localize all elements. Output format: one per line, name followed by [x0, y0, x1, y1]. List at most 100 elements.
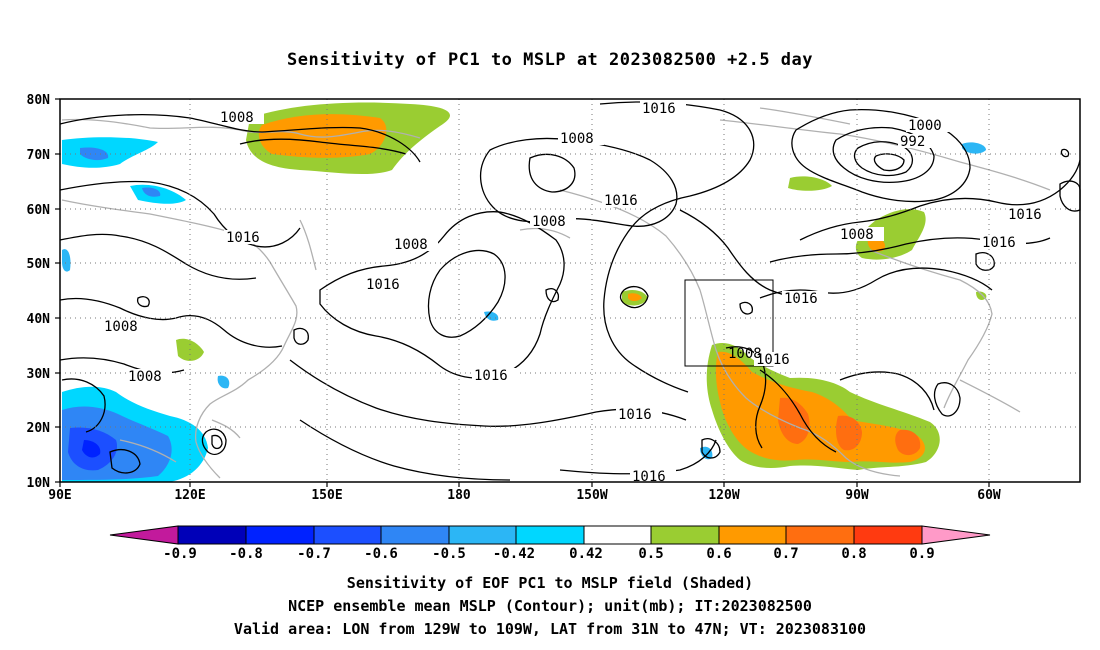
contour-line	[725, 346, 767, 449]
colorbar-label: 0.7	[773, 546, 798, 562]
colorbar-swatch	[515, 525, 585, 545]
contour-label: 1016	[632, 469, 666, 485]
contour-label: 1016	[784, 291, 818, 307]
colorbar-label: 0.42	[569, 546, 603, 562]
contour-line	[799, 159, 1081, 241]
plot-frame	[59, 98, 1081, 483]
coastline	[559, 189, 901, 477]
contour-line	[599, 101, 755, 393]
contour-label: 1016	[226, 230, 260, 246]
contour-line	[319, 211, 565, 379]
colorbar-swatch	[177, 525, 247, 545]
lon-label: 150W	[576, 488, 607, 503]
lat-label: 70N	[27, 148, 51, 163]
coastline	[759, 107, 851, 125]
contour-label: 1008	[220, 110, 254, 126]
longitude-labels: 90E 120E 150E 180 150W 120W 90W 60W	[48, 488, 1001, 503]
contour-label: 1008	[104, 319, 138, 335]
colorbar-high-triangle	[921, 525, 991, 545]
caption-contour: NCEP ensemble mean MSLP (Contour); unit(…	[288, 597, 812, 615]
contour-line	[59, 114, 421, 163]
lon-label: 150E	[311, 488, 342, 503]
contour-line	[1060, 148, 1070, 158]
shade-positive	[628, 293, 642, 301]
contour-line	[975, 252, 995, 271]
contour-line	[59, 297, 283, 348]
contour-line	[201, 428, 227, 455]
contour-line	[791, 108, 971, 203]
colorbar-labels: -0.9 -0.8 -0.7 -0.6 -0.5 -0.42 0.42 0.5 …	[163, 546, 935, 562]
shade-negative	[62, 137, 158, 168]
contour-line	[933, 382, 961, 417]
contour-label: 1008	[532, 214, 566, 230]
contour-line	[528, 153, 576, 193]
lon-label: 60W	[977, 488, 1001, 503]
contour-line	[61, 378, 106, 433]
shade-negative	[962, 142, 986, 154]
contour-line	[759, 369, 837, 453]
contour-line	[759, 267, 993, 299]
contour-label: 992	[900, 134, 925, 150]
contour-line	[299, 419, 511, 481]
colorbar-swatch	[448, 525, 517, 545]
contour-label: 1008	[394, 237, 428, 253]
colorbar-swatch	[718, 525, 787, 545]
axis-ticks	[55, 98, 990, 487]
colorbar	[109, 525, 991, 545]
colorbar-label: -0.5	[432, 546, 466, 562]
lat-label: 20N	[27, 421, 51, 436]
plot-title: Sensitivity of PC1 to MSLP at 2023082500…	[286, 50, 813, 70]
colorbar-label: 0.9	[909, 546, 934, 562]
contour-line	[619, 285, 649, 309]
colorbar-swatch	[650, 525, 720, 545]
colorbar-swatch	[245, 525, 315, 545]
contour-line	[109, 449, 141, 474]
contour-line	[59, 233, 257, 280]
shade-positive	[788, 176, 832, 191]
coastline	[119, 439, 177, 463]
pressure-contours	[59, 101, 1081, 481]
shade-positive	[895, 429, 921, 456]
colorbar-label: -0.42	[493, 546, 535, 562]
colorbar-swatch	[380, 525, 450, 545]
colorbar-label: 0.8	[841, 546, 866, 562]
contour-label: 1016	[618, 407, 652, 423]
contour-label: 1016	[756, 352, 790, 368]
contour-label: 1008	[728, 346, 762, 362]
coastline	[959, 379, 1021, 413]
lat-label: 60N	[27, 203, 51, 218]
lon-label: 90E	[48, 488, 71, 503]
contour-line	[873, 153, 905, 172]
coastline	[299, 219, 317, 271]
coastline	[719, 119, 1051, 191]
contour-line	[59, 180, 301, 248]
contour-line	[739, 301, 753, 315]
lat-label: 40N	[27, 312, 51, 327]
shade-negative	[82, 440, 101, 458]
contour-line	[853, 141, 913, 177]
shade-positive	[976, 291, 987, 300]
lon-label: 120W	[708, 488, 739, 503]
lon-label: 90W	[845, 488, 869, 503]
gridlines	[60, 99, 1080, 482]
colorbar-swatch	[853, 525, 923, 545]
colorbar-label: -0.9	[163, 546, 197, 562]
contour-label: 1000	[908, 118, 942, 134]
lon-label: 180	[447, 488, 471, 503]
lat-label: 50N	[27, 257, 51, 272]
lat-label: 30N	[27, 367, 51, 382]
contour-label: 1016	[474, 368, 508, 384]
contour-line	[211, 434, 223, 450]
shade-positive	[836, 415, 862, 451]
contour-label: 1016	[604, 193, 638, 209]
lon-label: 120E	[174, 488, 205, 503]
lat-label: 10N	[27, 476, 51, 491]
shade-negative	[142, 187, 161, 197]
contour-labels: 1008 1016 1008 1016 1000 992 1016 1008 1…	[102, 101, 1052, 485]
shade-negative	[484, 311, 499, 321]
latitude-labels: 80N 70N 60N 50N 40N 30N 20N 10N	[27, 93, 51, 491]
shade-negative	[62, 249, 71, 272]
coastline	[869, 249, 993, 409]
colorbar-swatch	[583, 525, 652, 545]
